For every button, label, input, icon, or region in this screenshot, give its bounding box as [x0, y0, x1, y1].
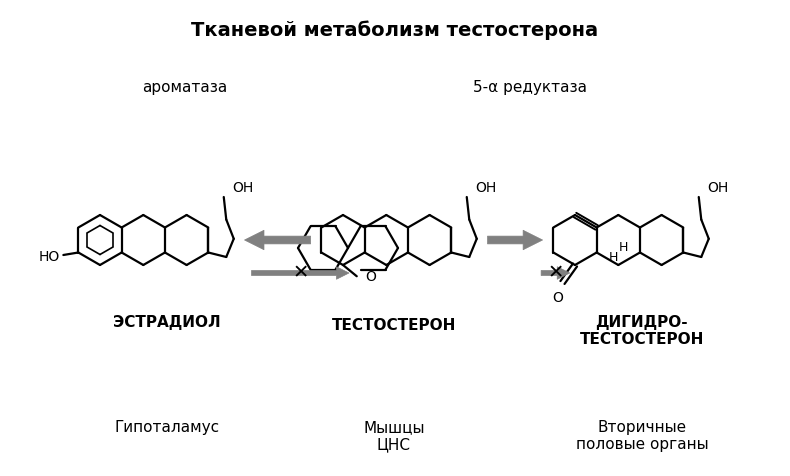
Text: ✕: ✕ — [292, 264, 308, 282]
Text: Вторичные
половые органы: Вторичные половые органы — [576, 420, 708, 452]
Text: OH: OH — [231, 181, 253, 195]
Text: H: H — [619, 241, 628, 254]
Text: ЭСТРАДИОЛ: ЭСТРАДИОЛ — [113, 315, 220, 330]
Text: ✕: ✕ — [547, 264, 563, 282]
Text: O: O — [552, 290, 563, 305]
Text: Гипоталамус: Гипоталамус — [115, 420, 220, 435]
Text: H: H — [608, 251, 618, 264]
Text: HO: HO — [39, 250, 60, 264]
Text: ДИГИДРО-
ТЕСТОСТЕРОН: ДИГИДРО- ТЕСТОСТЕРОН — [580, 315, 704, 347]
Text: ТЕСТОСТЕРОН: ТЕСТОСТЕРОН — [332, 317, 456, 333]
Text: O: O — [365, 270, 375, 284]
Text: OH: OH — [475, 181, 496, 195]
Text: ароматаза: ароматаза — [142, 80, 228, 95]
Text: Тканевой метаболизм тестостерона: Тканевой метаболизм тестостерона — [191, 20, 599, 40]
Text: Мышцы
ЦНС: Мышцы ЦНС — [363, 420, 424, 452]
Text: OH: OH — [707, 181, 728, 195]
Text: 5-α редуктаза: 5-α редуктаза — [473, 80, 587, 95]
